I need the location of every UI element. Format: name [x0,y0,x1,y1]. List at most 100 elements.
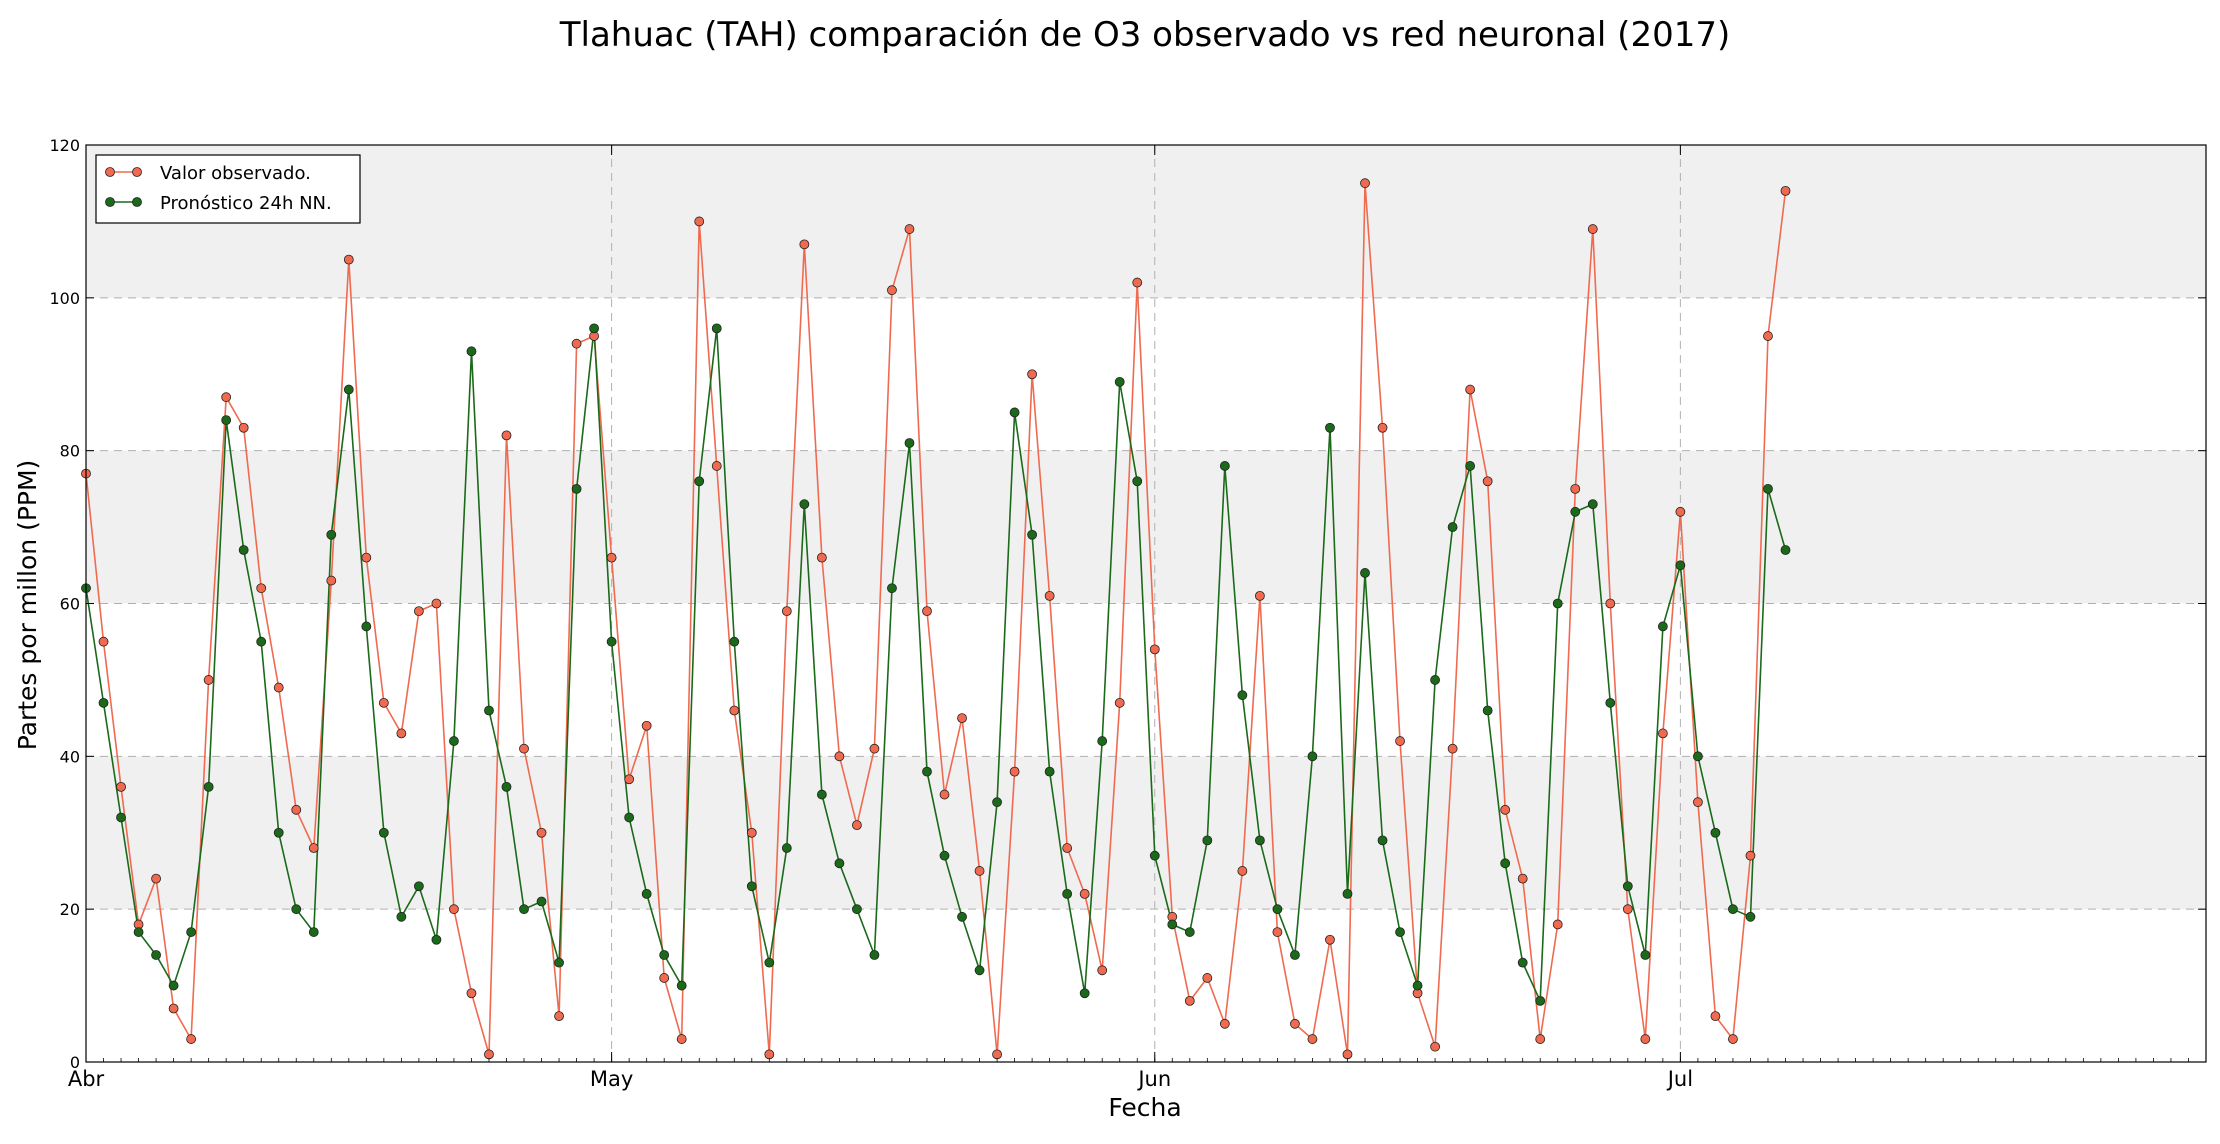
series-point-1 [1184,927,1195,937]
series-point-1 [1202,835,1213,846]
series-point-1 [1447,522,1458,532]
series-point-0 [413,606,424,617]
series-point-0 [449,904,459,915]
background-bands [86,145,2206,910]
series-point-0 [659,973,670,983]
series-point-1 [694,476,705,487]
series-point-0 [1044,590,1055,601]
series-point-0 [816,552,827,563]
series-point-1 [326,529,337,540]
series-point-0 [711,461,722,471]
series-point-1 [1570,506,1581,517]
legend-label-observed: Valor observado. [160,163,311,184]
series-point-0 [256,583,267,594]
series-point-0 [992,1049,1002,1060]
series-point-0 [781,606,792,617]
background-band [86,145,2206,298]
series-point-1 [939,850,950,861]
series-point-0 [466,988,477,999]
series-point-1 [1079,988,1090,999]
series-point-0 [291,804,302,815]
series-point-1 [606,636,617,647]
series-point-0 [1622,904,1633,915]
series-point-0 [168,1003,179,1014]
series-point-1 [1009,407,1020,418]
series-point-0 [396,728,407,739]
series-point-1 [1325,422,1335,433]
series-point-1 [1500,858,1511,869]
series-point-1 [256,636,267,647]
background-band [86,756,2206,910]
series-point-1 [1640,950,1651,960]
series-point-1 [1027,529,1038,540]
series-point-1 [168,980,179,991]
series-point-0 [869,743,880,754]
series-point-0 [1587,224,1598,234]
series-point-0 [1675,506,1686,517]
series-point-0 [116,782,126,792]
series-point-0 [834,751,845,762]
series-point-1 [151,950,161,960]
series-point-1 [361,621,372,632]
series-point-0 [554,1011,564,1022]
series-point-0 [1377,422,1388,433]
series-point-1 [1114,376,1125,387]
series-point-0 [378,697,389,708]
series-point-1 [413,881,424,892]
series-point-1 [1062,888,1073,899]
series-point-0 [571,338,582,349]
series-point-1 [1342,888,1353,899]
series-point-1 [1780,545,1791,555]
series-point-1 [992,797,1002,808]
series-point-1 [291,904,302,915]
series-point-0 [1395,736,1405,746]
series-point-1 [238,545,249,555]
series-point-0 [904,224,915,234]
series-point-0 [1114,697,1125,708]
series-point-0 [1219,1018,1230,1029]
series-point-0 [729,705,740,716]
series-point-0 [1482,476,1493,487]
series-point-1 [203,782,214,792]
series-point-0 [1342,1049,1353,1060]
series-point-0 [1465,384,1476,395]
series-point-1 [974,965,985,976]
y-tick-label: 80 [60,442,80,461]
series-point-1 [116,812,126,823]
series-point-0 [221,392,232,403]
series-point-0 [519,743,529,754]
chart-title: Tlahuac (TAH) comparación de O3 observad… [559,15,1731,55]
series-point-1 [922,766,932,777]
series-point-0 [1254,590,1265,601]
series-point-0 [852,820,862,831]
series-point-1 [852,904,862,915]
series-point-1 [957,911,967,922]
series-point-1 [1465,461,1476,471]
series-point-0 [1184,995,1195,1006]
series-point-0 [343,254,354,265]
legend-entry-observed: Valor observado. [105,163,311,184]
series-point-1 [1272,904,1283,915]
y-tick-label: 20 [60,900,80,919]
series-point-1 [484,705,494,716]
series-point-1 [1693,751,1703,762]
series-point-1 [1377,835,1388,846]
series-point-1 [1745,911,1756,922]
series-point-0 [1027,369,1038,380]
series-point-1 [816,789,827,800]
series-point-0 [1728,1034,1738,1044]
series-point-0 [238,422,249,433]
series-point-0 [308,843,319,853]
y-tick-label: 100 [49,289,80,308]
series-point-1 [1360,568,1370,578]
y-axis-label: Partes por millon (PPM) [13,460,42,751]
series-point-1 [1622,881,1633,892]
series-point-0 [361,552,372,563]
series-point-1 [396,911,407,922]
series-points [81,178,1791,1060]
series-point-0 [676,1034,687,1044]
legend: Valor observado. Pronóstico 24h NN. [95,154,361,224]
series-point-1 [431,934,442,945]
series-point-1 [1219,461,1230,471]
series-point-1 [1657,621,1668,632]
